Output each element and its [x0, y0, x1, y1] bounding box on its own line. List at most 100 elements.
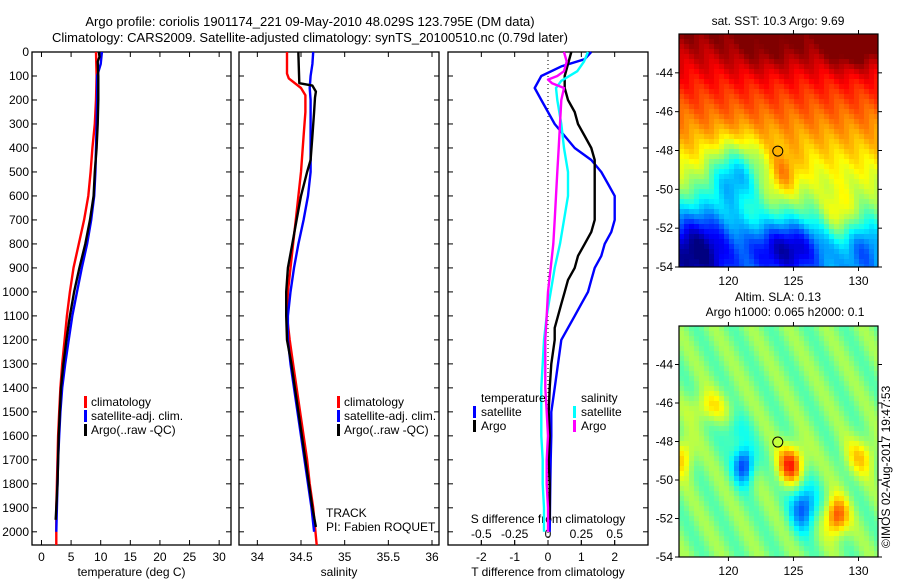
map-cell	[834, 511, 839, 516]
map-cell	[809, 124, 814, 129]
map-cell	[754, 59, 759, 64]
map-cell	[769, 59, 774, 64]
map-cell	[759, 249, 764, 254]
map-cell	[744, 69, 749, 74]
map-cell	[764, 189, 769, 194]
map-cell	[709, 134, 714, 139]
map-cell	[809, 386, 814, 391]
map-cell	[784, 461, 789, 466]
map-cell	[744, 411, 749, 416]
map-cell	[749, 79, 754, 84]
map-cell	[849, 551, 854, 556]
map-cell	[869, 59, 874, 64]
map-cell	[854, 361, 859, 366]
map-cell	[764, 436, 769, 441]
map-cell	[769, 366, 774, 371]
map-cell	[704, 104, 709, 109]
map-cell	[874, 244, 878, 249]
map-cell	[714, 336, 719, 341]
map-cell	[774, 239, 779, 244]
map-cell	[819, 526, 824, 531]
map-cell	[749, 531, 754, 536]
map-cell	[754, 199, 759, 204]
map-y-tick-label: -50	[656, 182, 674, 196]
map-cell	[869, 164, 874, 169]
map-cell	[844, 224, 849, 229]
map-cell	[824, 361, 829, 366]
map-cell	[734, 214, 739, 219]
map-cell	[859, 144, 864, 149]
map-cell	[789, 179, 794, 184]
map-cell	[754, 164, 759, 169]
map-cell	[759, 486, 764, 491]
map-cell	[719, 219, 724, 224]
map-cell	[804, 44, 809, 49]
map-cell	[724, 336, 729, 341]
map-cell	[824, 244, 829, 249]
map-cell	[724, 174, 729, 179]
map-cell	[784, 189, 789, 194]
map-cell	[829, 194, 834, 199]
map-cell	[819, 511, 824, 516]
map-cell	[809, 401, 814, 406]
map-cell	[824, 149, 829, 154]
map-cell	[834, 416, 839, 421]
map-cell	[759, 69, 764, 74]
map-cell	[724, 59, 729, 64]
map-cell	[694, 326, 699, 331]
map-cell	[709, 396, 714, 401]
map-cell	[814, 64, 819, 69]
map-cell	[689, 541, 694, 546]
map-cell	[719, 124, 724, 129]
map-cell	[729, 69, 734, 74]
map-cell	[684, 154, 689, 159]
map-cell	[809, 44, 814, 49]
map-cell	[839, 471, 844, 476]
map-cell	[689, 516, 694, 521]
map-cell	[769, 69, 774, 74]
map-cell	[784, 184, 789, 189]
map-cell	[864, 154, 869, 159]
map-cell	[734, 391, 739, 396]
map-cell	[794, 139, 799, 144]
map-cell	[699, 461, 704, 466]
map-cell	[684, 84, 689, 89]
map-cell	[799, 179, 804, 184]
map-cell	[839, 411, 844, 416]
map-cell	[824, 154, 829, 159]
map-cell	[769, 396, 774, 401]
map-cell	[864, 496, 869, 501]
map-cell	[719, 209, 724, 214]
map-cell	[859, 356, 864, 361]
map-cell	[794, 239, 799, 244]
map-cell	[684, 94, 689, 99]
map-cell	[874, 174, 878, 179]
map-cell	[829, 421, 834, 426]
map-cell	[834, 99, 839, 104]
map-cell	[779, 451, 784, 456]
map-cell	[724, 406, 729, 411]
map-cell	[814, 331, 819, 336]
map-cell	[829, 159, 834, 164]
map-cell	[739, 129, 744, 134]
map-cell	[729, 521, 734, 526]
map-cell	[764, 366, 769, 371]
map-cell	[774, 351, 779, 356]
map-cell	[799, 481, 804, 486]
map-cell	[859, 154, 864, 159]
map-cell	[694, 194, 699, 199]
map-cell	[834, 431, 839, 436]
map-cell	[769, 361, 774, 366]
map-cell	[719, 149, 724, 154]
s-tick-label: 0	[545, 527, 552, 541]
map-cell	[729, 471, 734, 476]
map-cell	[739, 341, 744, 346]
map-cell	[779, 361, 784, 366]
map-cell	[869, 94, 874, 99]
map-cell	[774, 209, 779, 214]
map-cell	[804, 124, 809, 129]
map-cell	[769, 486, 774, 491]
map-cell	[744, 506, 749, 511]
map-cell	[719, 119, 724, 124]
map-cell	[739, 229, 744, 234]
